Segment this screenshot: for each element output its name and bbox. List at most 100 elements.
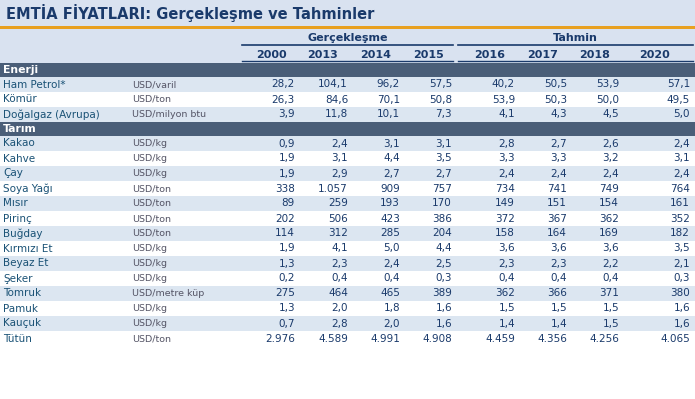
Text: 259: 259 [328,198,348,209]
Text: 57,1: 57,1 [667,79,690,89]
Text: 389: 389 [432,288,452,298]
Text: 1,9: 1,9 [279,243,295,253]
Text: 362: 362 [599,213,619,223]
Text: Şeker: Şeker [3,273,33,284]
Text: 149: 149 [495,198,515,209]
Text: USD/ton: USD/ton [132,334,171,343]
Text: 49,5: 49,5 [667,95,690,105]
Text: 169: 169 [599,229,619,239]
Bar [0,0,695,26]
Text: USD/kg: USD/kg [132,154,167,163]
Bar [0,181,695,196]
Text: 4.065: 4.065 [660,334,690,344]
Bar [0,29,695,47]
Text: 4.908: 4.908 [423,334,452,344]
Text: 26,3: 26,3 [272,95,295,105]
Text: EMTİA FİYATLARI: Gerçekleşme ve Tahminler: EMTİA FİYATLARI: Gerçekleşme ve Tahminle… [6,4,375,22]
Text: Kırmızı Et: Kırmızı Et [3,243,53,253]
Bar [0,151,695,166]
Bar [0,241,695,256]
Bar [0,301,695,316]
Text: 170: 170 [432,198,452,209]
Bar [0,256,695,271]
Text: 275: 275 [275,288,295,298]
Text: 3,3: 3,3 [498,154,515,164]
Text: 2,3: 2,3 [550,259,567,269]
Text: 366: 366 [547,288,567,298]
Bar [0,316,695,331]
Text: 0,4: 0,4 [384,273,400,284]
Text: 1,6: 1,6 [435,318,452,328]
Text: 2,7: 2,7 [550,138,567,148]
Text: USD/ton: USD/ton [132,199,171,208]
Text: 4.459: 4.459 [485,334,515,344]
Text: 764: 764 [670,184,690,194]
Text: Tütün: Tütün [3,334,32,344]
Text: 5,0: 5,0 [673,109,690,119]
Text: 158: 158 [495,229,515,239]
Text: 3,1: 3,1 [332,154,348,164]
Text: 2000: 2000 [256,50,286,60]
Text: 50,8: 50,8 [429,95,452,105]
Text: 2,4: 2,4 [603,168,619,178]
Text: 7,3: 7,3 [435,109,452,119]
Text: 3,1: 3,1 [384,138,400,148]
Text: 4,4: 4,4 [384,154,400,164]
Text: 3,6: 3,6 [498,243,515,253]
Text: 1,4: 1,4 [550,318,567,328]
Text: 2,5: 2,5 [435,259,452,269]
Text: 3,9: 3,9 [279,109,295,119]
Text: 380: 380 [670,288,690,298]
Text: 2,4: 2,4 [332,138,348,148]
Text: 10,1: 10,1 [377,109,400,119]
Text: 1,3: 1,3 [279,304,295,314]
Text: 151: 151 [547,198,567,209]
Text: 70,1: 70,1 [377,95,400,105]
Text: 4.589: 4.589 [318,334,348,344]
Text: 1,6: 1,6 [673,304,690,314]
Text: USD/kg: USD/kg [132,139,167,148]
Text: 2,3: 2,3 [498,259,515,269]
Text: 4.256: 4.256 [589,334,619,344]
Text: 749: 749 [599,184,619,194]
Text: 2015: 2015 [413,50,443,60]
Bar [0,107,695,122]
Text: 3,3: 3,3 [550,154,567,164]
Text: 338: 338 [275,184,295,194]
Text: 84,6: 84,6 [325,95,348,105]
Text: 2,4: 2,4 [673,168,690,178]
Text: 2,1: 2,1 [673,259,690,269]
Text: 2017: 2017 [528,50,559,60]
Text: 2,3: 2,3 [332,259,348,269]
Text: 1,6: 1,6 [673,318,690,328]
Text: USD/ton: USD/ton [132,229,171,238]
Text: 2018: 2018 [580,50,610,60]
Text: 89: 89 [281,198,295,209]
Text: USD/milyon btu: USD/milyon btu [132,110,206,119]
Text: 285: 285 [380,229,400,239]
Text: 53,9: 53,9 [492,95,515,105]
Text: Tahmin: Tahmin [553,33,598,43]
Text: 0,2: 0,2 [279,273,295,284]
Text: 2014: 2014 [361,50,391,60]
Text: 312: 312 [328,229,348,239]
Text: 4,3: 4,3 [550,109,567,119]
Text: 1.057: 1.057 [318,184,348,194]
Text: Tomruk: Tomruk [3,288,41,298]
Text: 1,3: 1,3 [279,259,295,269]
Bar [0,211,695,226]
Text: 182: 182 [670,229,690,239]
Text: 3,2: 3,2 [603,154,619,164]
Bar [0,47,695,63]
Text: Beyaz Et: Beyaz Et [3,259,49,269]
Text: USD/ton: USD/ton [132,95,171,104]
Text: 40,2: 40,2 [492,79,515,89]
Text: 1,9: 1,9 [279,168,295,178]
Text: 1,5: 1,5 [550,304,567,314]
Text: Kömür: Kömür [3,95,37,105]
Text: 4.991: 4.991 [370,334,400,344]
Text: 2016: 2016 [475,50,505,60]
Text: 1,4: 1,4 [498,318,515,328]
Text: 3,6: 3,6 [603,243,619,253]
Text: 204: 204 [432,229,452,239]
